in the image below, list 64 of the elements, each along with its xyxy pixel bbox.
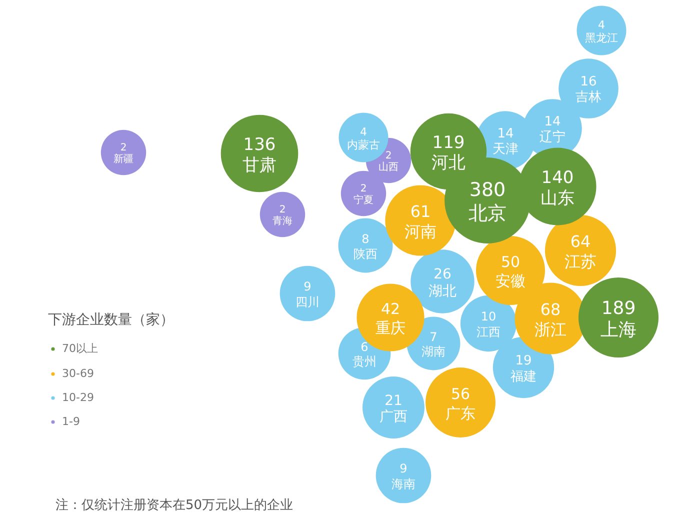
data-label: 10	[480, 310, 496, 324]
data-label: 6	[360, 340, 368, 354]
data-label: 16	[580, 74, 597, 90]
data-label: 380	[469, 179, 506, 202]
data-label: 21	[384, 392, 402, 409]
data-label: 140	[541, 168, 574, 188]
category-label: 青海	[272, 214, 292, 227]
legend-label: 10-29	[62, 390, 94, 404]
data-label: 61	[410, 202, 431, 222]
legend-label: 70以上	[62, 341, 98, 356]
category-label: 海南	[392, 477, 416, 492]
data-label: 119	[432, 132, 465, 153]
data-label: 68	[540, 300, 561, 320]
data-label: 14	[497, 126, 514, 142]
category-label: 广西	[380, 409, 408, 426]
category-label: 浙江	[534, 320, 566, 340]
category-label: 山西	[378, 160, 398, 173]
data-label: 9	[304, 280, 312, 294]
data-label: 189	[601, 298, 636, 319]
text: 注：仅统计注册资本在50万元以上的企业	[56, 498, 294, 513]
category-label: 湖北	[428, 283, 456, 300]
category-label: 山东	[540, 188, 574, 208]
data-label: 42	[380, 300, 400, 318]
data-label: 4	[360, 125, 367, 138]
category-label: 吉林	[576, 90, 602, 106]
category-label: 北京	[468, 202, 506, 225]
legend-label: 1-9	[62, 414, 81, 428]
category-label: 甘肃	[242, 155, 276, 176]
data-label: 2	[279, 204, 286, 216]
category-label: 贵州	[352, 354, 376, 369]
legend-label: 30-69	[62, 366, 94, 380]
data-label: 2	[385, 150, 392, 162]
category-label: 内蒙古	[347, 138, 380, 152]
data-label: 19	[515, 353, 532, 368]
data-label: 136	[243, 134, 276, 155]
category-label: 陕西	[354, 246, 378, 261]
data-label: 2	[120, 142, 127, 154]
category-label: 天津	[492, 142, 518, 158]
category-label: 宁夏	[354, 194, 374, 206]
data-label: 9	[400, 462, 408, 476]
category-label: 重庆	[376, 318, 406, 337]
category-label: 安徽	[496, 272, 526, 290]
category-label: 广东	[446, 404, 476, 422]
category-label: 河南	[404, 222, 436, 241]
category-label: 上海	[600, 319, 636, 340]
category-label: 四川	[296, 295, 320, 310]
category-label: 新疆	[114, 152, 134, 165]
category-label: 福建	[510, 369, 536, 384]
category-label: 江苏	[564, 252, 596, 271]
data-label: 56	[450, 384, 470, 403]
legend-title: 下游企业数量（家）	[48, 311, 174, 329]
category-label: 辽宁	[540, 129, 566, 146]
category-label: 河北	[432, 153, 466, 174]
data-label: 50	[500, 252, 520, 271]
data-label: 4	[598, 18, 605, 32]
data-label: 26	[434, 266, 452, 283]
category-label: 黑龙江	[585, 32, 618, 45]
data-label: 64	[570, 232, 591, 252]
data-label: 2	[360, 184, 367, 195]
category-label: 江西	[476, 325, 500, 340]
category-label: 湖南	[422, 344, 446, 359]
data-label: 14	[544, 114, 561, 130]
data-label: 8	[362, 232, 370, 246]
data-label: 7	[430, 330, 438, 344]
